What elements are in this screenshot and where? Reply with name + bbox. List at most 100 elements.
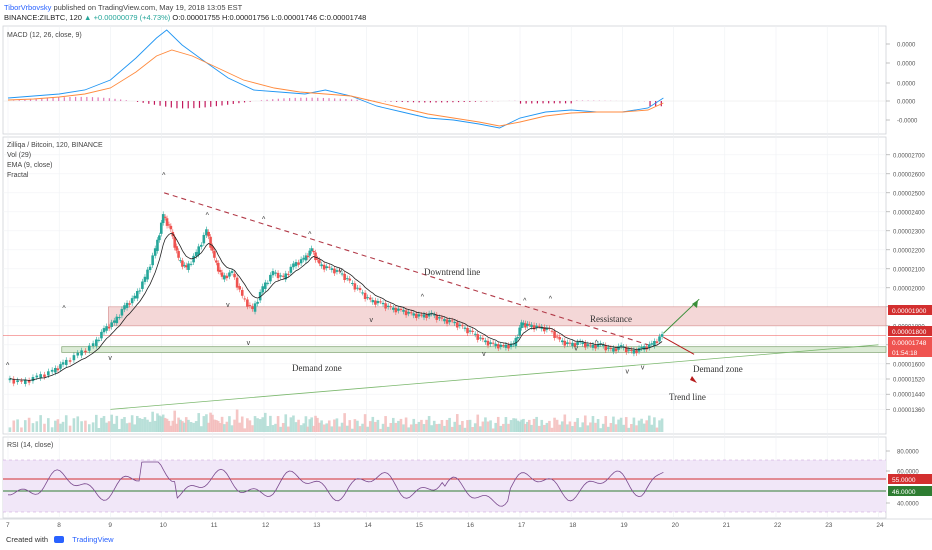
author-link[interactable]: TiborVrbovsky <box>4 3 52 12</box>
volume-bar <box>412 418 416 432</box>
volume-bar <box>159 416 163 432</box>
candle-body <box>183 264 186 266</box>
macd-tick-label: 0.0000 <box>897 62 916 68</box>
volume-bar <box>243 428 247 432</box>
candle-body <box>281 275 285 277</box>
candle-body <box>243 298 247 300</box>
tradingview-brand-link[interactable]: TradingView <box>72 535 114 544</box>
volume-bar <box>660 418 664 432</box>
candle-body <box>207 231 210 237</box>
volume-bar <box>209 412 212 432</box>
volume-bar <box>312 425 315 432</box>
volume-bar <box>348 420 352 432</box>
y-tick-label: 0.00002300 <box>893 229 925 235</box>
fractal-marker: v <box>226 302 230 309</box>
volume-bar <box>471 427 474 432</box>
volume-bar <box>325 423 329 432</box>
candle-body <box>576 341 579 345</box>
volume-bar <box>194 421 198 432</box>
candle-body <box>330 268 334 270</box>
candle-body <box>504 344 508 348</box>
svg-text:55.0000: 55.0000 <box>892 477 916 484</box>
volume-bar <box>163 417 167 432</box>
macd-title: MACD (12, 26, close, 9) <box>7 32 82 39</box>
candle-body <box>609 347 613 349</box>
fractal-marker: v <box>574 346 578 353</box>
candle-body <box>518 327 521 336</box>
candle-body <box>555 336 559 338</box>
volume-bar <box>363 414 367 432</box>
volume-bar <box>340 422 344 432</box>
volume-bar <box>619 417 623 432</box>
candle-body <box>468 330 472 332</box>
volume-bar <box>59 423 62 432</box>
candle-body <box>432 314 436 316</box>
candle-body <box>271 271 275 276</box>
candle-body <box>213 251 216 258</box>
volume-bar <box>432 420 436 432</box>
volume-bar <box>256 418 259 432</box>
candle-body <box>353 283 357 290</box>
fractal-marker: ^ <box>62 306 66 313</box>
volume-bar <box>632 417 636 432</box>
candle-body <box>527 324 531 326</box>
candle-body <box>263 282 267 289</box>
volume-bar <box>448 417 451 432</box>
candle-body <box>471 330 474 332</box>
volume-bar <box>213 419 216 432</box>
volume-bar <box>420 419 423 432</box>
volume-bar <box>558 424 561 432</box>
x-tick-label: 14 <box>364 522 372 529</box>
candle-body <box>125 302 129 308</box>
candle-body <box>218 269 222 273</box>
publish-info: TiborVrbovsky published on TradingView.c… <box>4 3 242 12</box>
candle-body <box>404 310 408 316</box>
candle-body <box>261 286 265 293</box>
fractal-marker: ^ <box>162 173 166 180</box>
volume-bar <box>455 414 459 432</box>
volume-bar <box>128 422 131 432</box>
volume-bar <box>31 423 35 432</box>
volume-bar <box>468 419 472 432</box>
candle-body <box>120 309 124 316</box>
candle-body <box>479 337 482 339</box>
volume-bar <box>177 417 180 432</box>
volume-bar <box>407 427 410 432</box>
candle-body <box>228 272 231 277</box>
volume-bar <box>514 418 518 432</box>
candle-body <box>645 346 649 350</box>
x-tick-label: 10 <box>160 522 168 529</box>
candle-body <box>458 324 462 326</box>
candle-body <box>522 322 525 326</box>
candle-body <box>627 349 631 351</box>
volume-bar <box>384 416 387 432</box>
candle-body <box>165 218 169 226</box>
volume-bar <box>443 425 446 432</box>
demand-zone-right-annotation: Demand zone <box>693 364 743 374</box>
volume-bar <box>218 423 222 432</box>
candle-body <box>351 282 354 284</box>
volume-bar <box>563 414 567 432</box>
candle-body <box>335 270 339 272</box>
volume-bar <box>230 425 234 432</box>
change-up-icon: ▲ <box>84 13 92 22</box>
rsi-tick-label: 80.0000 <box>897 450 919 456</box>
y-tick-label: 0.00002000 <box>893 286 925 292</box>
volume-bar <box>274 423 277 432</box>
candle-body <box>356 287 359 289</box>
volume-bar <box>118 429 121 432</box>
candle-body <box>23 379 27 384</box>
candle-body <box>461 325 464 327</box>
candle-body <box>558 337 561 340</box>
volume-bar <box>238 422 241 432</box>
macd-line <box>7 29 664 129</box>
candle-body <box>358 288 362 291</box>
candle-body <box>310 248 313 252</box>
volume-bar <box>76 416 80 432</box>
candle-body <box>105 326 108 331</box>
candle-body <box>535 325 538 328</box>
resistance-price-label: 0.00001900 <box>888 305 932 315</box>
volume-bar <box>627 427 631 432</box>
fractal-marker: ^ <box>206 213 210 220</box>
